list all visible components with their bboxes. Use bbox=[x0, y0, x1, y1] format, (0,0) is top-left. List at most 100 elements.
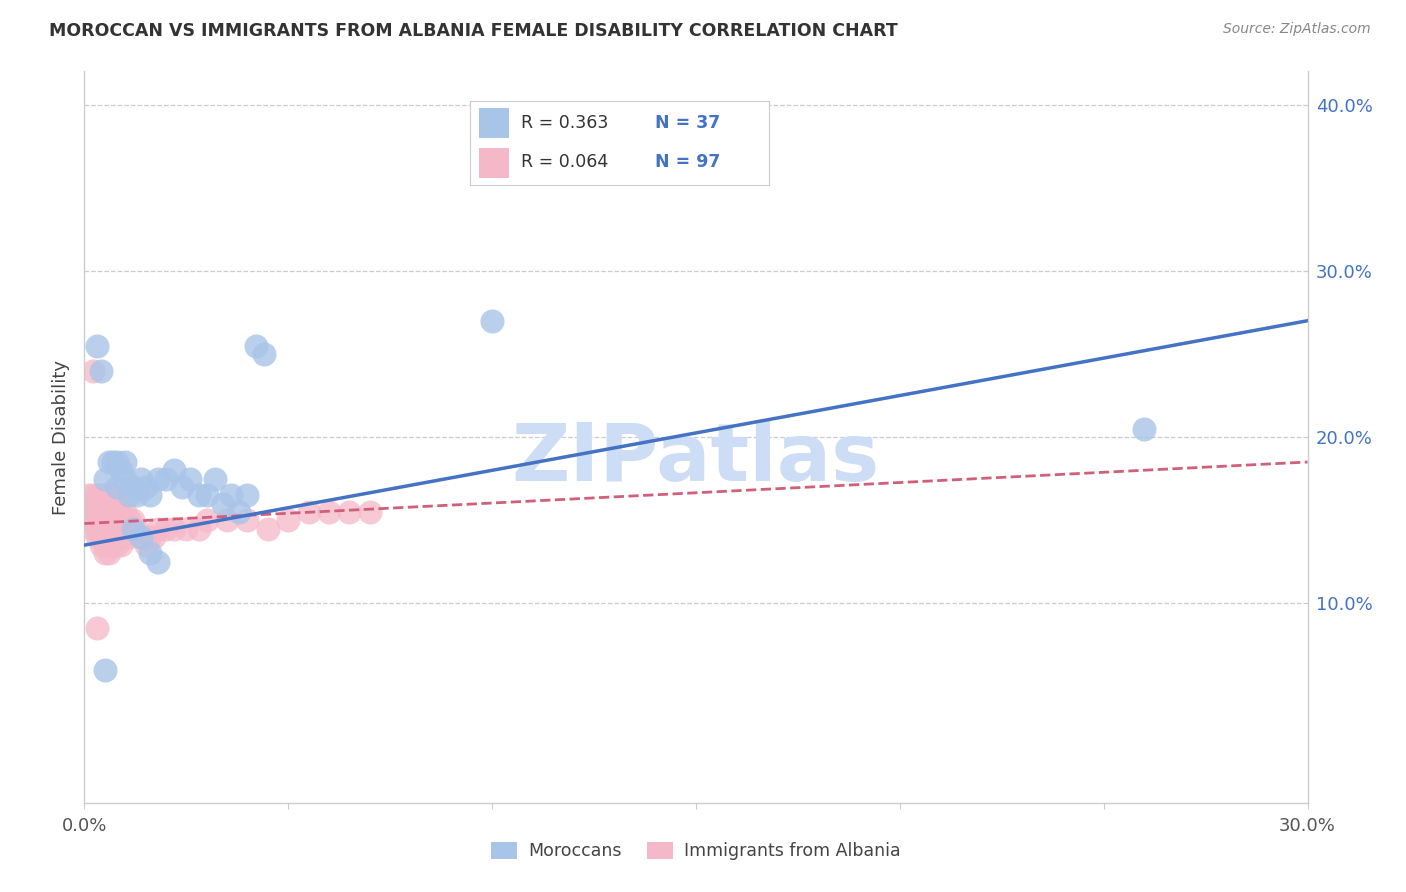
Point bbox=[82, 363, 104, 377]
Point bbox=[97, 455, 120, 469]
Point bbox=[90, 497, 112, 511]
Point bbox=[135, 538, 157, 552]
Point bbox=[146, 521, 169, 535]
Point bbox=[217, 513, 239, 527]
Point bbox=[110, 538, 132, 552]
Point bbox=[90, 513, 112, 527]
Point bbox=[118, 513, 141, 527]
Point bbox=[82, 505, 104, 519]
Point bbox=[101, 455, 124, 469]
Point bbox=[105, 521, 128, 535]
Point bbox=[86, 505, 108, 519]
Point bbox=[118, 521, 141, 535]
Legend: Moroccans, Immigrants from Albania: Moroccans, Immigrants from Albania bbox=[485, 835, 907, 867]
Point bbox=[122, 521, 145, 535]
Point bbox=[77, 497, 100, 511]
Point bbox=[93, 538, 115, 552]
Point bbox=[101, 513, 124, 527]
Point bbox=[86, 513, 108, 527]
Point bbox=[82, 513, 104, 527]
Point bbox=[90, 521, 112, 535]
Point bbox=[114, 513, 136, 527]
Point bbox=[93, 488, 115, 502]
Point bbox=[155, 472, 177, 486]
Point bbox=[86, 497, 108, 511]
Point bbox=[187, 521, 209, 535]
Point bbox=[90, 488, 112, 502]
Point bbox=[86, 521, 108, 535]
Point bbox=[97, 521, 120, 535]
Point bbox=[131, 530, 153, 544]
Point bbox=[105, 497, 128, 511]
Point bbox=[77, 488, 100, 502]
Point bbox=[127, 488, 149, 502]
Point bbox=[114, 455, 136, 469]
Point bbox=[131, 472, 153, 486]
Point bbox=[195, 488, 218, 502]
Point bbox=[146, 472, 169, 486]
Point bbox=[82, 521, 104, 535]
Point bbox=[122, 521, 145, 535]
Point bbox=[257, 521, 280, 535]
Point bbox=[86, 338, 108, 352]
Point bbox=[101, 521, 124, 535]
Point bbox=[86, 521, 108, 535]
Point bbox=[86, 513, 108, 527]
Point bbox=[318, 505, 340, 519]
Point bbox=[138, 530, 160, 544]
Point bbox=[97, 488, 120, 502]
Point bbox=[110, 463, 132, 477]
Point bbox=[105, 513, 128, 527]
Point bbox=[97, 497, 120, 511]
Point bbox=[90, 505, 112, 519]
Point bbox=[90, 363, 112, 377]
Point bbox=[93, 505, 115, 519]
Point bbox=[114, 472, 136, 486]
Point bbox=[212, 497, 235, 511]
Point bbox=[101, 488, 124, 502]
Point bbox=[118, 530, 141, 544]
Point bbox=[135, 480, 157, 494]
Point bbox=[90, 513, 112, 527]
Point bbox=[163, 521, 186, 535]
Point bbox=[236, 513, 259, 527]
Point bbox=[110, 505, 132, 519]
Point bbox=[97, 530, 120, 544]
Point bbox=[105, 538, 128, 552]
Point bbox=[142, 530, 165, 544]
Point bbox=[204, 472, 226, 486]
Point bbox=[101, 497, 124, 511]
Point bbox=[93, 472, 115, 486]
Point bbox=[105, 455, 128, 469]
Point bbox=[97, 513, 120, 527]
Point bbox=[97, 546, 120, 560]
Point bbox=[195, 513, 218, 527]
Point bbox=[277, 513, 299, 527]
Y-axis label: Female Disability: Female Disability bbox=[52, 359, 70, 515]
Point bbox=[155, 521, 177, 535]
Point bbox=[86, 530, 108, 544]
Point bbox=[298, 505, 321, 519]
Point bbox=[82, 488, 104, 502]
Point bbox=[97, 505, 120, 519]
Point bbox=[86, 621, 108, 635]
Point bbox=[101, 538, 124, 552]
Point bbox=[86, 505, 108, 519]
Point bbox=[101, 530, 124, 544]
Point bbox=[122, 513, 145, 527]
Point bbox=[93, 546, 115, 560]
Point bbox=[86, 488, 108, 502]
Text: ZIPatlas: ZIPatlas bbox=[512, 420, 880, 498]
Point bbox=[90, 530, 112, 544]
Point bbox=[228, 505, 250, 519]
Point bbox=[86, 497, 108, 511]
Point bbox=[93, 488, 115, 502]
Point bbox=[219, 488, 242, 502]
Point bbox=[114, 505, 136, 519]
Point bbox=[93, 513, 115, 527]
Point bbox=[127, 521, 149, 535]
Point bbox=[82, 505, 104, 519]
Point bbox=[93, 521, 115, 535]
Point bbox=[146, 555, 169, 569]
Point bbox=[101, 505, 124, 519]
